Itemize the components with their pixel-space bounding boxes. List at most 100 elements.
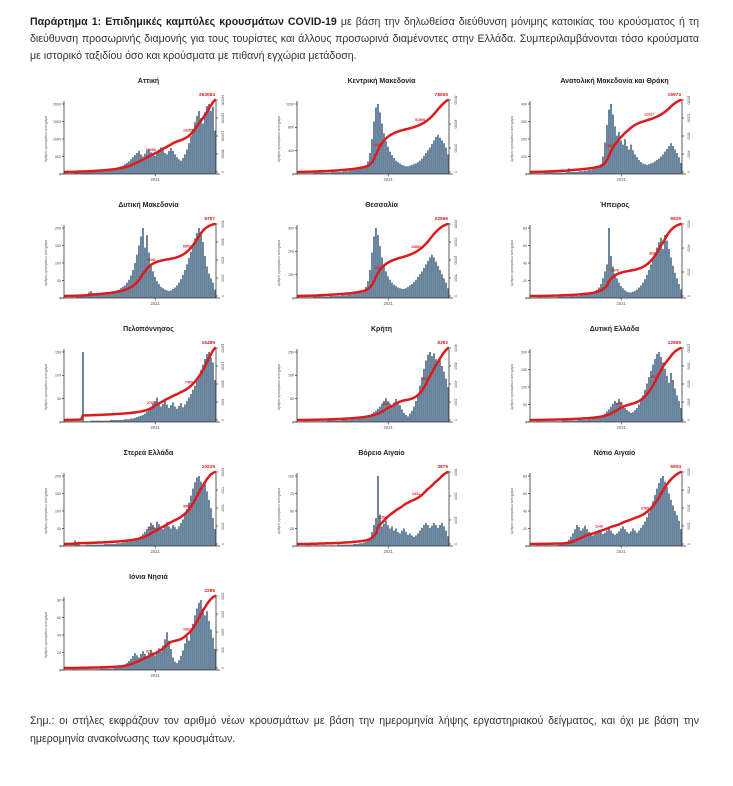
x-axis-year-label: 2021	[150, 177, 160, 182]
right-axis-tick-label: 2000	[453, 493, 457, 500]
right-axis-tick-label: 120000	[220, 131, 224, 142]
right-axis-tick-label: 2500	[220, 523, 224, 530]
cumulative-total-label: 22566	[434, 216, 448, 222]
right-axis-tick-label: 0	[453, 420, 457, 422]
cumulative-milestone-label: 1264	[382, 403, 390, 407]
right-axis-tick-label: 0	[220, 172, 224, 174]
right-axis-tick-label: 8000	[453, 345, 457, 352]
left-axis-tick-label: 100	[55, 374, 61, 378]
left-axis-tick-label: 200	[288, 250, 294, 254]
left-axis-tick-label: 0	[59, 173, 61, 177]
cumulative-total-label: 263084	[198, 92, 214, 98]
cumulative-milestone-label: 1976	[611, 269, 619, 273]
daily-cases-bars	[63, 104, 216, 175]
y-axis-caption: Αριθμός κρουσμάτων ανά ημέρα	[44, 612, 48, 658]
right-axis-tick-label: 8000	[220, 221, 224, 228]
daily-cases-bars	[537, 228, 682, 299]
left-axis-tick-label: 100	[55, 262, 61, 266]
left-axis-tick-label: 0	[292, 297, 294, 301]
region-chart-card: Ήπειρος 1976 3627 6929 0 20 40 60 80 0 2000 4000 60…	[490, 201, 723, 325]
x-axis-year-label: 2021	[383, 301, 393, 306]
chart-axes	[59, 349, 220, 423]
x-axis-year-label: 2021	[150, 673, 160, 678]
left-axis-tick-label: 0	[525, 173, 527, 177]
cumulative-cases-line	[296, 99, 449, 174]
right-axis-tick-label: 2000	[220, 275, 224, 282]
right-axis-tick-label: 500	[220, 648, 224, 654]
x-axis-year-label: 2021	[383, 177, 393, 182]
cumulative-cases-line	[529, 471, 682, 546]
left-axis-tick-label: 200	[55, 475, 61, 479]
right-axis-tick-label: 4000	[220, 399, 224, 406]
cumulative-milestone-label: 1956	[615, 402, 623, 406]
region-chart-card: Δυτική Ελλάδα 1956 6724 12669 0 50 100 150 200 0…	[490, 325, 723, 449]
cumulative-cases-line	[529, 347, 682, 422]
left-axis-tick-label: 0	[59, 669, 61, 673]
chart-axes	[525, 473, 686, 547]
cumulative-milestone-label: 4228	[147, 258, 155, 262]
region-chart-title: Δυτική Ελλάδα	[589, 326, 640, 334]
left-axis-tick-label: 0	[525, 297, 527, 301]
right-axis-tick-label: 240000	[220, 95, 224, 106]
left-axis-tick-label: 50	[57, 397, 61, 401]
region-chart-title: Κρήτη	[370, 326, 393, 334]
region-chart-title: Αττική	[137, 78, 160, 86]
chart-axes	[292, 225, 453, 299]
x-axis-year-label: 2021	[150, 549, 160, 554]
y-axis-caption: Αριθμός κρουσμάτων ανά ημέρα	[510, 116, 514, 162]
left-axis-tick-label: 0	[292, 421, 294, 425]
right-axis-tick-label: 8000	[686, 133, 690, 140]
region-chart-canvas: 4910123271697301002003004000400080001200…	[510, 92, 691, 182]
cumulative-total-label: 10226	[201, 464, 215, 470]
cumulative-milestone-label: 371	[146, 650, 152, 654]
right-axis-tick-label: 0	[686, 172, 690, 174]
cumulative-milestone-label: 1061	[183, 628, 191, 632]
right-axis-tick-label: 12000	[220, 362, 224, 371]
footnote-body: οι στήλες εκφράζουν τον αριθμό νέων κρου…	[30, 715, 699, 745]
right-axis-tick-label: 6000	[686, 381, 690, 388]
chart-axes	[292, 349, 453, 423]
left-axis-tick-label: 100	[288, 374, 294, 378]
cumulative-milestone-label: 132598	[183, 129, 195, 133]
region-chart-canvas: 1956 6724 12669 0 50 100 150 200 0 3000 6000 9000 12…	[510, 340, 691, 430]
cumulative-total-label: 16973	[667, 92, 681, 98]
right-axis-tick-label: 7500	[220, 487, 224, 494]
left-axis-tick-label: 50	[290, 510, 294, 514]
x-axis-year-label: 2021	[616, 177, 626, 182]
right-axis-tick-label: 0	[220, 668, 224, 670]
daily-cases-bars	[302, 352, 449, 423]
left-axis-tick-label: 150	[55, 244, 61, 248]
left-axis-tick-label: 1200	[286, 103, 294, 107]
appendix-header: Παράρτημα 1: Επιδημικές καμπύλες κρουσμά…	[30, 14, 699, 65]
cumulative-cases-line	[529, 223, 682, 298]
right-axis-tick-label: 3000	[686, 505, 690, 512]
cumulative-milestone-label: 51566	[415, 118, 425, 122]
left-axis-tick-label: 500	[55, 155, 61, 159]
y-axis-caption: Αριθμός κρουσμάτων ανά ημέρα	[44, 240, 48, 286]
left-axis-tick-label: 0	[59, 421, 61, 425]
region-chart-card: Στερεά Ελλάδα 1504 4595 10226 0 50 100 150 200 0…	[24, 449, 257, 573]
left-axis-tick-label: 100	[288, 475, 294, 479]
region-chart-canvas: 1143 2769 6504 0 20 40 60 80 0 1500 3000 4500 6000 20…	[510, 464, 691, 554]
right-axis-tick-label: 4000	[686, 245, 690, 252]
left-axis-tick-label: 100	[521, 386, 527, 390]
left-axis-tick-label: 50	[523, 403, 527, 407]
left-axis-tick-label: 40	[523, 510, 527, 514]
right-axis-tick-label: 6000	[686, 221, 690, 228]
right-axis-tick-label: 1000	[220, 629, 224, 636]
y-axis-caption: Αριθμός κρουσμάτων ανά ημέρα	[510, 240, 514, 286]
region-chart-title: Νότιο Αιγαίο	[593, 450, 636, 458]
right-axis-tick-label: 2000	[686, 269, 690, 276]
region-chart-canvas: 4228600297570501001502000200040006000800…	[44, 216, 225, 306]
left-axis-tick-label: 50	[57, 279, 61, 283]
left-axis-tick-label: 25	[290, 527, 294, 531]
right-axis-tick-label: 3000	[453, 469, 457, 476]
region-chart-card: Δυτική Μακεδονία 4228 6002 9757 0 50 100 150 20…	[24, 201, 257, 325]
left-axis-tick-label: 40	[523, 262, 527, 266]
cumulative-total-label: 8382	[437, 340, 448, 346]
left-axis-tick-label: 1000	[53, 138, 61, 142]
right-axis-tick-label: 2000	[220, 593, 224, 600]
cumulative-total-label: 2286	[204, 588, 215, 594]
cumulative-milestone-label: 61266	[146, 149, 156, 153]
region-chart-canvas: 1504 4595 10226 0 50 100 150 200 0 2500 5000 7500 10…	[44, 464, 225, 554]
